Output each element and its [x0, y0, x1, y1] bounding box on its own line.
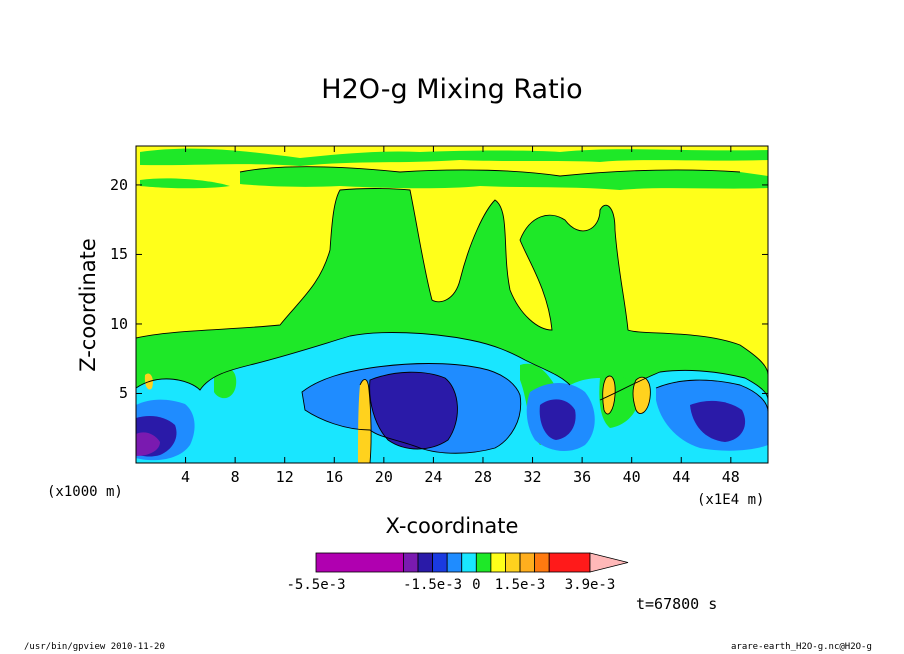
- x-tick-label: 44: [672, 468, 691, 486]
- fill-green-top-band: [140, 148, 768, 166]
- fill-navy-far-right: [690, 400, 746, 442]
- x-tick-label: 16: [325, 468, 344, 486]
- fill-navy-center: [369, 372, 458, 449]
- footer-file: arare-earth_H2O-g.nc@H2O-g: [731, 642, 872, 652]
- x-tick-label: 40: [622, 468, 641, 486]
- colorbar-swatch: [534, 552, 550, 573]
- x-tick-label: 36: [573, 468, 592, 486]
- y-axis: [136, 184, 768, 394]
- colorbar-swatch: [505, 552, 521, 573]
- y-axis-label: Z-coordinate: [76, 238, 100, 372]
- fill-purple-core: [136, 432, 160, 456]
- colorbar-swatch: [548, 552, 591, 573]
- colorbar-label: 1.5e-3: [494, 577, 546, 593]
- x-axis: [185, 146, 732, 463]
- x-tick-label: 8: [230, 468, 240, 486]
- x-tick-label: 4: [181, 468, 191, 486]
- x-unit-right: (x1E4 m): [697, 492, 765, 508]
- fill-navy-right: [539, 399, 576, 440]
- x-unit-left: (x1000 m): [47, 484, 123, 500]
- y-tick-label: 15: [109, 245, 128, 264]
- x-axis-label: X-coordinate: [385, 514, 519, 538]
- colorbar-label: -1.5e-3: [403, 577, 463, 593]
- colorbar: [315, 552, 629, 573]
- chart-title: H2O-g Mixing Ratio: [321, 74, 583, 105]
- timestamp-label: t=67800 s: [636, 595, 718, 613]
- plot-frame: [135, 145, 769, 464]
- colorbar-label: 3.9e-3: [564, 577, 616, 593]
- x-tick-label: 28: [473, 468, 492, 486]
- fill-orange-spike: [358, 379, 372, 463]
- x-tick-label: 32: [523, 468, 542, 486]
- x-tick-label: 48: [721, 468, 740, 486]
- fill-green-left-streak: [140, 178, 230, 189]
- colorbar-swatch: [461, 552, 477, 573]
- colorbar-swatch: [446, 552, 463, 573]
- x-tick-label: 12: [275, 468, 294, 486]
- contour-lines: [136, 166, 768, 463]
- x-tick-label: 20: [374, 468, 393, 486]
- y-tick-label: 20: [109, 175, 128, 194]
- colorbar-extend-arrow: [589, 552, 629, 573]
- fill-green-island-left: [214, 367, 237, 399]
- colorbar-label: 0: [472, 577, 481, 593]
- y-tick-label: 5: [118, 384, 128, 403]
- colorbar-swatch: [417, 552, 433, 573]
- fill-green-upper-band: [240, 166, 768, 190]
- colorbar-swatch: [490, 552, 506, 573]
- colorbar-swatch: [403, 552, 419, 573]
- colorbar-swatch: [475, 552, 492, 573]
- fill-orange-blob-1: [602, 375, 616, 415]
- contour-fill: [136, 146, 768, 463]
- colorbar-swatch: [315, 552, 404, 573]
- colorbar-swatch: [432, 552, 448, 573]
- footer-program: /usr/bin/gpview 2010-11-20: [24, 642, 165, 652]
- colorbar-swatch: [519, 552, 536, 573]
- fill-orange-blob-2: [633, 377, 651, 414]
- colorbar-label: -5.5e-3: [286, 577, 346, 593]
- x-tick-label: 24: [424, 468, 443, 486]
- y-tick-label: 10: [109, 314, 128, 333]
